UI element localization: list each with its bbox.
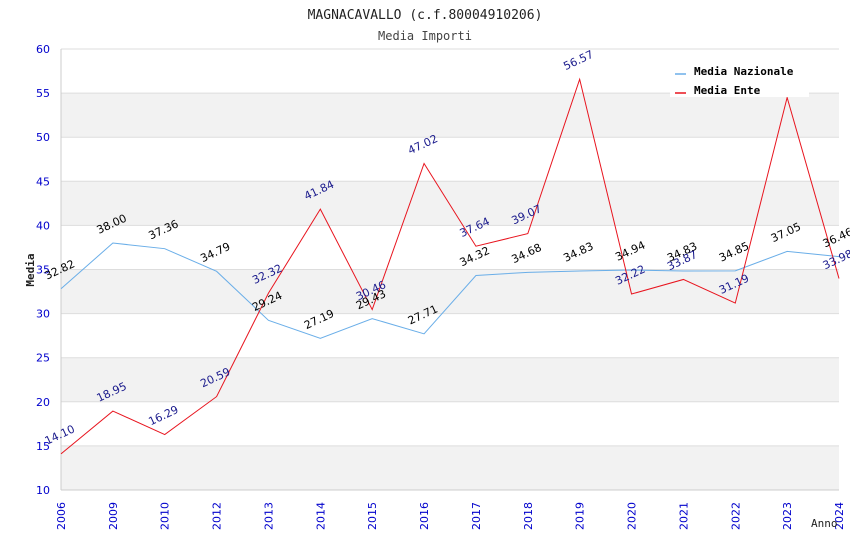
grid-band bbox=[61, 445, 839, 490]
data-label: 33.98 bbox=[821, 247, 850, 272]
y-axis-label: Media bbox=[24, 253, 37, 286]
y-tick-label: 60 bbox=[36, 43, 50, 56]
x-tick-label: 2014 bbox=[314, 502, 327, 530]
y-tick-label: 10 bbox=[36, 484, 50, 497]
x-tick-label: 2019 bbox=[574, 502, 587, 530]
legend-entry: Media Ente bbox=[694, 84, 761, 97]
data-label: 34.79 bbox=[198, 240, 232, 265]
legend-entry: Media Nazionale bbox=[694, 65, 794, 78]
grid-band bbox=[61, 181, 839, 226]
x-tick-label: 2020 bbox=[626, 502, 639, 530]
x-tick-label: 2018 bbox=[522, 502, 535, 530]
x-tick-label: 2016 bbox=[418, 502, 431, 530]
y-tick-label: 25 bbox=[36, 352, 50, 365]
data-label: 16.29 bbox=[147, 403, 181, 428]
x-tick-label: 2010 bbox=[159, 502, 172, 530]
y-tick-label: 30 bbox=[36, 308, 50, 321]
chart-title: MAGNACAVALLO (c.f.80004910206) bbox=[308, 8, 543, 23]
x-tick-label: 2021 bbox=[677, 502, 690, 530]
x-tick-label: 2017 bbox=[470, 502, 483, 530]
grid-band bbox=[61, 357, 839, 402]
data-label: 56.57 bbox=[561, 48, 595, 73]
data-label: 14.10 bbox=[43, 422, 77, 447]
x-tick-label: 2009 bbox=[107, 502, 120, 530]
data-label: 34.94 bbox=[613, 239, 647, 264]
x-axis-label: Anno bbox=[811, 517, 838, 530]
y-tick-label: 45 bbox=[36, 175, 50, 188]
y-tick-label: 35 bbox=[36, 264, 50, 277]
y-tick-label: 55 bbox=[36, 87, 50, 100]
y-tick-label: 40 bbox=[36, 219, 50, 232]
chart-subtitle: Media Importi bbox=[378, 29, 472, 43]
x-tick-label: 2023 bbox=[781, 502, 794, 530]
data-label: 34.32 bbox=[458, 244, 492, 269]
data-label: 34.83 bbox=[561, 240, 595, 265]
series-line-media-ente bbox=[60, 77, 840, 455]
x-tick-label: 2015 bbox=[366, 502, 379, 530]
plot-area: 10 15 20 25 30 35 40 45 50 55 60 2006 2009 2010 2012 20… bbox=[36, 43, 850, 530]
y-tick-label: 50 bbox=[36, 131, 50, 144]
x-tick-label: 2006 bbox=[55, 502, 68, 530]
x-tick-label: 2024 bbox=[833, 502, 846, 530]
x-tick-label: 2013 bbox=[262, 502, 275, 530]
legend: Media Nazionale Media Ente bbox=[670, 61, 809, 97]
series-line-media-nazionale bbox=[60, 242, 840, 339]
x-tick-label: 2012 bbox=[211, 502, 224, 530]
x-tick-label: 2022 bbox=[729, 502, 742, 530]
data-label: 34.68 bbox=[510, 241, 544, 266]
grid-band bbox=[61, 93, 839, 138]
legend-box bbox=[670, 61, 809, 97]
y-tick-label: 15 bbox=[36, 440, 50, 453]
y-tick-label: 20 bbox=[36, 396, 50, 409]
